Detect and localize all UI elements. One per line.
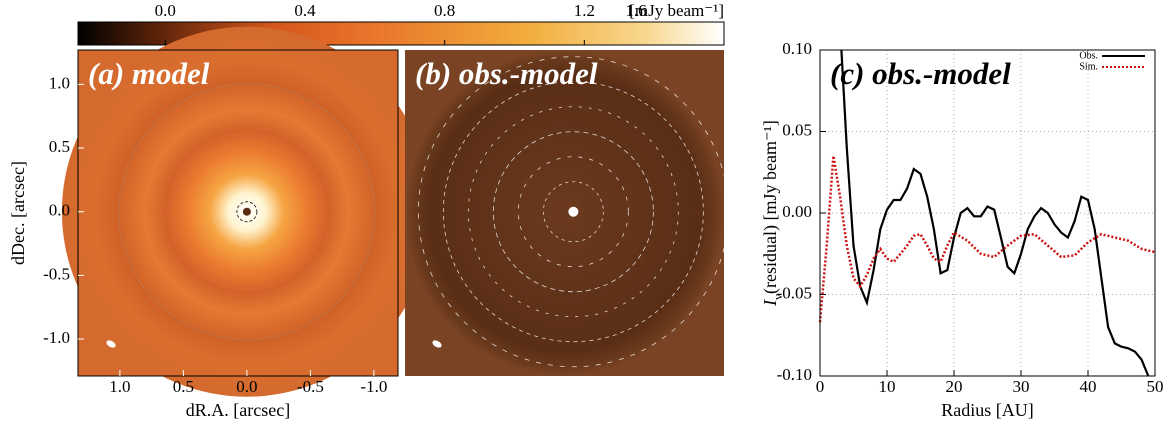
panel-frame	[819, 49, 1156, 377]
x-tick-label: 20	[946, 377, 963, 396]
residual-contour	[542, 181, 604, 243]
colorbar-tick-label: 1.6	[625, 1, 646, 20]
beam	[432, 340, 442, 348]
y-axis-label-part: I	[760, 299, 780, 307]
model-outer-ring	[118, 83, 376, 341]
x-tick-label: 10	[879, 377, 896, 396]
y-axis-label: dDec. [arcsec]	[8, 161, 28, 265]
model-center-contour	[236, 201, 258, 223]
y-tick-label: -0.05	[777, 283, 812, 302]
x-tick-label: 50	[1147, 377, 1164, 396]
residual-contour	[417, 56, 729, 368]
x-tick-label: 0.0	[236, 377, 257, 396]
y-tick-label: -0.10	[777, 365, 812, 384]
y-tick-label: 0.00	[782, 202, 812, 221]
model-center	[242, 207, 251, 216]
beam	[106, 340, 116, 348]
x-tick-label: 0.5	[173, 377, 194, 396]
residual-image	[405, 50, 724, 376]
x-tick-label: -1.0	[360, 377, 387, 396]
legend-label: Obs.	[1079, 50, 1098, 61]
residual-contour	[467, 106, 679, 318]
residual-contour	[517, 156, 629, 268]
y-axis-label-part: (residual) [mJy beam⁻¹]	[760, 120, 781, 294]
y-tick-label: 1.0	[49, 73, 70, 92]
plot-area	[820, 50, 1155, 376]
residual-contour	[492, 131, 654, 293]
x-axis-label: dR.A. [arcsec]	[186, 400, 290, 420]
x-tick-label: 30	[1013, 377, 1030, 396]
x-tick-label: -0.5	[297, 377, 324, 396]
panel-annotation: (c) obs.-model	[830, 56, 1011, 91]
legend-label: Sim.	[1079, 61, 1098, 72]
colorbar-tick-label: 0.4	[294, 1, 316, 20]
x-axis-label: Radius [AU]	[941, 400, 1034, 420]
residual-contour	[442, 81, 704, 343]
x-tick-label: 40	[1080, 377, 1097, 396]
panel-annotation: (a) model	[88, 56, 210, 91]
x-tick-label: 0	[816, 377, 825, 396]
colorbar-tick-label: 0.8	[434, 1, 455, 20]
y-axis-label-part: ν	[770, 294, 785, 300]
colorbar-label: [mJy beam⁻¹]	[629, 1, 724, 20]
series-line	[840, 49, 1150, 377]
panel-frame	[77, 49, 399, 377]
y-tick-label: -1.0	[43, 328, 70, 347]
y-tick-label: 0.10	[782, 39, 812, 58]
y-tick-label: 0.5	[49, 137, 70, 156]
y-tick-label: -0.5	[43, 264, 70, 283]
residual-center	[568, 206, 579, 217]
panel-annotation: (b) obs.-model	[415, 56, 598, 91]
x-tick-label: 1.0	[109, 377, 130, 396]
y-tick-label: 0.0	[49, 201, 70, 220]
y-tick-label: 0.05	[782, 120, 812, 139]
colorbar-tick-label: 0.0	[155, 1, 176, 20]
y-axis-label: Iν(residual) [mJy beam⁻¹]	[760, 120, 785, 307]
colorbar-tick-label: 1.2	[574, 1, 595, 20]
